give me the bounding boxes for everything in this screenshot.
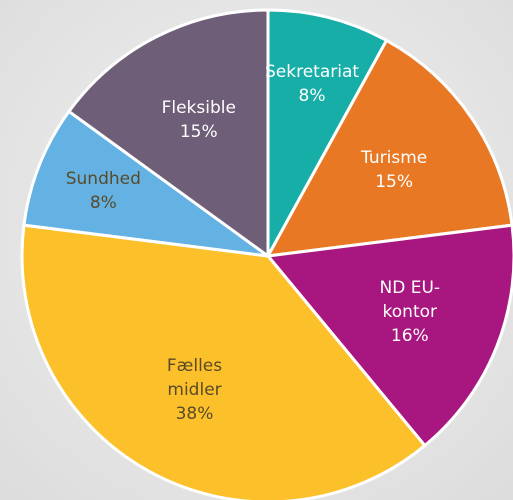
slice-label: Fleksible 15% xyxy=(144,96,254,144)
value-label: 38% xyxy=(175,403,214,424)
pie-slice xyxy=(22,109,269,258)
value-label: 15% xyxy=(375,172,414,193)
value-label: 8% xyxy=(298,86,326,107)
value-label: 8% xyxy=(89,192,117,213)
category: Fleksible xyxy=(161,98,236,119)
pie-slice xyxy=(20,223,427,500)
pie-slice xyxy=(265,223,513,448)
category: ND EU-kontor xyxy=(379,278,441,323)
pie-slice xyxy=(265,38,513,258)
pie-slice xyxy=(66,8,270,259)
category: Fælles midler xyxy=(166,355,223,400)
category: Sekretariat xyxy=(265,62,360,83)
slice-label: Turisme 15% xyxy=(339,146,449,194)
slice-label: Fælles midler 38% xyxy=(140,354,250,426)
value-label: 15% xyxy=(179,122,218,143)
category: Turisme xyxy=(361,148,428,169)
value-label: 16% xyxy=(390,326,429,347)
category: Sundhed xyxy=(65,168,141,189)
slice-label: Sekretariat 8% xyxy=(257,60,367,108)
slice-label: Sundhed 8% xyxy=(48,167,158,215)
slice-label: ND EU-kontor 16% xyxy=(355,276,465,348)
pie-slice xyxy=(266,8,389,257)
